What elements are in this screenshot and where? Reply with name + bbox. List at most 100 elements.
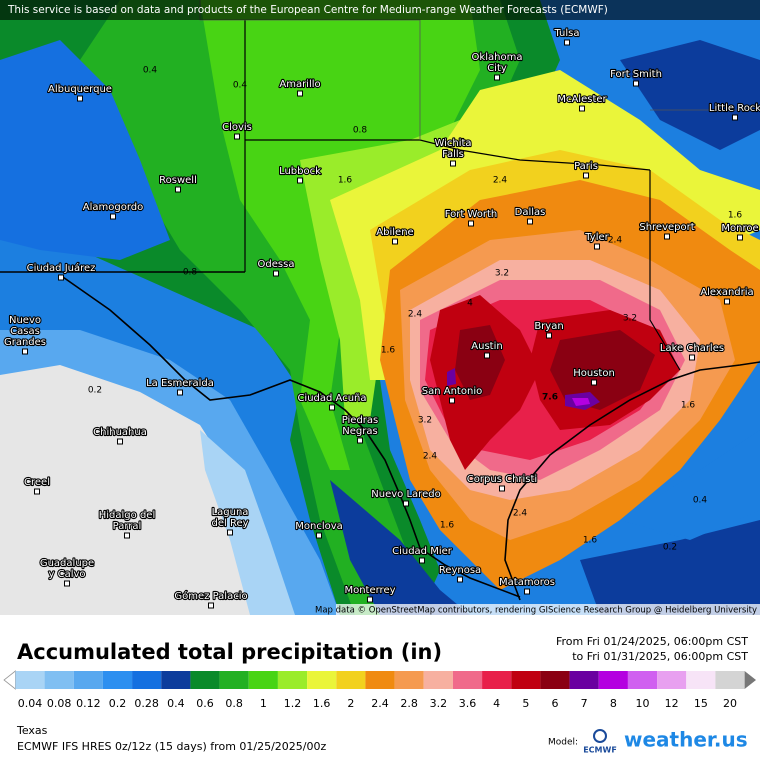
city-marker	[124, 532, 130, 539]
city-marker	[234, 133, 240, 140]
city-label: Casas	[10, 326, 40, 337]
city-marker	[316, 532, 322, 539]
city-label: Reynosa	[439, 565, 481, 576]
legend-value: 0.28	[134, 697, 159, 710]
city-marker	[583, 172, 589, 179]
contour-label: 0.2	[663, 543, 677, 553]
ecmwf-icon	[593, 729, 607, 743]
city-label: Lubbock	[279, 166, 321, 177]
legend-swatch	[657, 671, 687, 689]
legend-swatch	[627, 671, 658, 689]
legend-value: 3.2	[430, 697, 448, 710]
city-label: Grandes	[4, 337, 46, 348]
city-marker	[450, 160, 456, 167]
legend-swatch	[569, 671, 599, 689]
model-run: ECMWF IFS HRES 0z/12z (15 days) from 01/…	[17, 740, 327, 753]
city-label: y Calvo	[48, 569, 85, 580]
city-marker	[392, 238, 398, 245]
city-marker	[22, 348, 28, 355]
legend-value: 0.04	[18, 697, 43, 710]
city-marker	[633, 80, 639, 87]
city-label: Piedras	[342, 415, 379, 426]
city-label: Fort Worth	[445, 209, 498, 220]
city-label: Laguna	[212, 507, 249, 518]
legend-swatch	[511, 671, 541, 689]
legend-swatch	[190, 671, 220, 689]
city-marker	[499, 485, 505, 492]
city-marker	[594, 243, 600, 250]
contour-label: 0.2	[88, 386, 102, 396]
legend-swatch	[482, 671, 512, 689]
contour-label: 1.6	[681, 401, 696, 411]
map: This service is based on data and produc…	[0, 0, 760, 616]
legend-swatch	[423, 671, 453, 689]
contour-label: 0.4	[693, 496, 708, 506]
legend-value: 7	[581, 697, 588, 710]
city-label: Ciudad Juárez	[27, 262, 96, 274]
contour-label: 2.4	[513, 509, 528, 519]
model-label: Model:	[548, 738, 578, 748]
city-marker	[357, 437, 363, 444]
legend-swatch	[15, 671, 45, 689]
banner: This service is based on data and produc…	[7, 4, 608, 16]
legend-value: 2.8	[400, 697, 418, 710]
contour-label: 1.6	[338, 176, 353, 186]
legend-swatch	[132, 671, 162, 689]
city-label: McAlester	[557, 94, 607, 105]
legend-swatch	[394, 671, 424, 689]
city-marker	[208, 602, 214, 609]
city-label: Dallas	[515, 207, 546, 218]
city-label: Albuquerque	[48, 84, 112, 95]
period-to: to Fri 01/31/2025, 06:00pm CST	[572, 650, 748, 663]
legend-value: 6	[552, 697, 559, 710]
city-marker	[227, 529, 233, 536]
legend-swatch	[44, 671, 74, 689]
city-label: Shreveport	[639, 222, 694, 233]
legend-value: 0.08	[47, 697, 72, 710]
city-label: Houston	[573, 368, 615, 379]
ecmwf-logo: ECMWF	[583, 746, 617, 755]
contour-label: 1.6	[381, 346, 396, 356]
city-label: La Esmeralda	[146, 378, 214, 389]
city-marker	[457, 576, 463, 583]
legend-swatch	[686, 671, 716, 689]
legend-swatch	[219, 671, 249, 689]
legend-swatch	[73, 671, 103, 689]
contour-label: 3.2	[418, 416, 432, 426]
legend-value: 3.6	[459, 697, 477, 710]
city-marker	[34, 488, 40, 495]
city-marker	[297, 177, 303, 184]
city-marker	[449, 397, 455, 404]
city-label: Alamogordo	[83, 202, 143, 213]
period-from: From Fri 01/24/2025, 06:00pm CST	[556, 635, 748, 648]
contour-label: 2.4	[493, 176, 508, 186]
city-marker	[329, 404, 335, 411]
contour-label: 4	[467, 299, 473, 309]
city-label: Wichita	[434, 138, 471, 149]
city-marker	[177, 389, 183, 396]
legend-arrow-right	[744, 671, 756, 689]
legend-swatch	[336, 671, 366, 689]
legend-swatch	[540, 671, 570, 689]
legend-value: 12	[665, 697, 679, 710]
city-marker	[724, 298, 730, 305]
contour-label: 0.8	[183, 268, 198, 278]
legend-value: 1	[260, 697, 267, 710]
city-label: Monclova	[295, 521, 343, 532]
contour-label: 1.6	[728, 211, 743, 221]
region: Texas	[16, 724, 48, 737]
contour-labels: 7.6 0.4 0.8 1.6 2.4 3.2 4 2.4 1.6 3.2 2.4 1.6 2.4 1.6…	[88, 66, 743, 553]
city-label: Paris	[574, 161, 598, 172]
city-label: Hidalgo del	[99, 510, 155, 521]
brand: weather.us	[624, 728, 748, 752]
legend-arrow-left	[3, 670, 16, 690]
city-marker	[732, 114, 738, 121]
city-label: Roswell	[159, 175, 197, 186]
city-marker	[403, 500, 409, 507]
city-label: Ciudad Mier	[392, 546, 453, 557]
city-marker	[527, 218, 533, 225]
city-label: Nuevo	[9, 315, 41, 326]
contour-label: 7.6	[542, 393, 558, 403]
city-marker	[591, 379, 597, 386]
contour-label: 1.6	[440, 521, 455, 531]
